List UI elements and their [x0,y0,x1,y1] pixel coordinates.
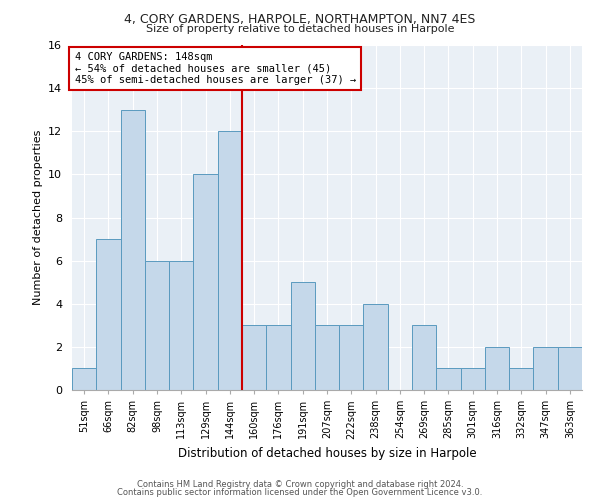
Bar [509,368,533,390]
Bar [485,347,509,390]
Bar [121,110,145,390]
Bar [96,239,121,390]
Text: Contains public sector information licensed under the Open Government Licence v3: Contains public sector information licen… [118,488,482,497]
Bar [533,347,558,390]
Bar [461,368,485,390]
Bar [290,282,315,390]
Text: 4 CORY GARDENS: 148sqm
← 54% of detached houses are smaller (45)
45% of semi-det: 4 CORY GARDENS: 148sqm ← 54% of detached… [74,52,356,85]
Bar [193,174,218,390]
Bar [242,326,266,390]
Bar [169,260,193,390]
Bar [218,131,242,390]
Bar [339,326,364,390]
Text: 4, CORY GARDENS, HARPOLE, NORTHAMPTON, NN7 4ES: 4, CORY GARDENS, HARPOLE, NORTHAMPTON, N… [124,12,476,26]
Text: Contains HM Land Registry data © Crown copyright and database right 2024.: Contains HM Land Registry data © Crown c… [137,480,463,489]
Bar [412,326,436,390]
Bar [315,326,339,390]
Bar [72,368,96,390]
Bar [145,260,169,390]
Bar [364,304,388,390]
Bar [266,326,290,390]
X-axis label: Distribution of detached houses by size in Harpole: Distribution of detached houses by size … [178,447,476,460]
Text: Size of property relative to detached houses in Harpole: Size of property relative to detached ho… [146,24,454,34]
Y-axis label: Number of detached properties: Number of detached properties [32,130,43,305]
Bar [436,368,461,390]
Bar [558,347,582,390]
